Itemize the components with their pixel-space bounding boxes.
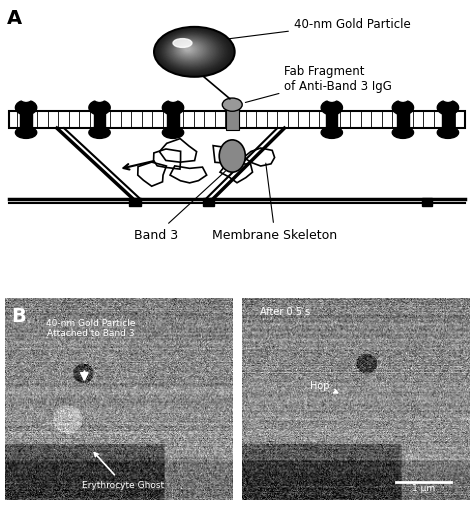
Text: 40-nm Gold Particle
Attached to Band 3: 40-nm Gold Particle Attached to Band 3	[46, 318, 136, 337]
Ellipse shape	[89, 127, 110, 139]
Text: 40-nm Gold Particle: 40-nm Gold Particle	[221, 18, 410, 41]
Text: 1 μm: 1 μm	[412, 483, 435, 492]
Circle shape	[169, 38, 213, 65]
Circle shape	[163, 34, 222, 70]
Circle shape	[177, 43, 201, 58]
Circle shape	[95, 96, 104, 102]
Bar	[326, 109, 337, 130]
Text: A: A	[7, 9, 22, 28]
Circle shape	[165, 35, 219, 69]
Circle shape	[398, 96, 408, 102]
Circle shape	[327, 96, 337, 102]
Text: Band 3: Band 3	[134, 172, 226, 241]
Bar	[422, 198, 432, 207]
Circle shape	[443, 96, 453, 102]
Text: Membrane Skeleton: Membrane Skeleton	[212, 164, 337, 241]
Circle shape	[174, 41, 206, 61]
Bar	[20, 109, 32, 130]
Circle shape	[178, 44, 200, 58]
Circle shape	[183, 47, 193, 53]
Ellipse shape	[219, 140, 246, 173]
Ellipse shape	[15, 127, 37, 139]
Circle shape	[185, 48, 190, 52]
Bar	[94, 109, 105, 130]
Bar	[203, 198, 214, 207]
Bar	[442, 109, 454, 130]
Circle shape	[166, 36, 218, 68]
Circle shape	[170, 38, 212, 64]
Ellipse shape	[162, 101, 184, 116]
Circle shape	[172, 40, 209, 63]
Circle shape	[180, 45, 197, 56]
Bar	[129, 198, 141, 207]
Circle shape	[173, 40, 208, 62]
Ellipse shape	[321, 101, 343, 116]
Circle shape	[162, 33, 224, 71]
Circle shape	[182, 46, 194, 54]
Circle shape	[168, 96, 178, 102]
Circle shape	[184, 48, 191, 53]
Ellipse shape	[321, 127, 343, 139]
Circle shape	[161, 32, 225, 72]
Text: B: B	[11, 306, 27, 325]
Text: Fab Fragment
of Anti-Band 3 IgG: Fab Fragment of Anti-Band 3 IgG	[246, 65, 392, 103]
Circle shape	[181, 46, 196, 55]
Circle shape	[168, 37, 215, 66]
Ellipse shape	[222, 99, 242, 112]
Circle shape	[21, 96, 31, 102]
Ellipse shape	[173, 39, 192, 48]
Circle shape	[171, 39, 210, 64]
Circle shape	[157, 30, 231, 75]
Ellipse shape	[162, 127, 184, 139]
Circle shape	[155, 29, 232, 76]
Circle shape	[164, 34, 220, 69]
Ellipse shape	[392, 101, 413, 116]
Bar	[397, 109, 409, 130]
Circle shape	[159, 31, 228, 74]
Bar	[9, 111, 465, 129]
Ellipse shape	[15, 101, 37, 116]
Circle shape	[179, 44, 199, 57]
Circle shape	[175, 42, 205, 60]
Bar	[167, 109, 179, 130]
Text: After 0.5 s: After 0.5 s	[260, 306, 310, 316]
Circle shape	[167, 36, 216, 67]
Text: Erythrocyte Ghost: Erythrocyte Ghost	[82, 453, 164, 489]
Ellipse shape	[437, 127, 459, 139]
Circle shape	[158, 30, 229, 75]
Circle shape	[160, 32, 227, 73]
Circle shape	[176, 42, 203, 59]
Text: Hop: Hop	[310, 380, 337, 393]
Ellipse shape	[89, 101, 110, 116]
Ellipse shape	[437, 101, 459, 116]
Ellipse shape	[392, 127, 413, 139]
Circle shape	[154, 28, 235, 78]
Bar	[226, 101, 239, 130]
